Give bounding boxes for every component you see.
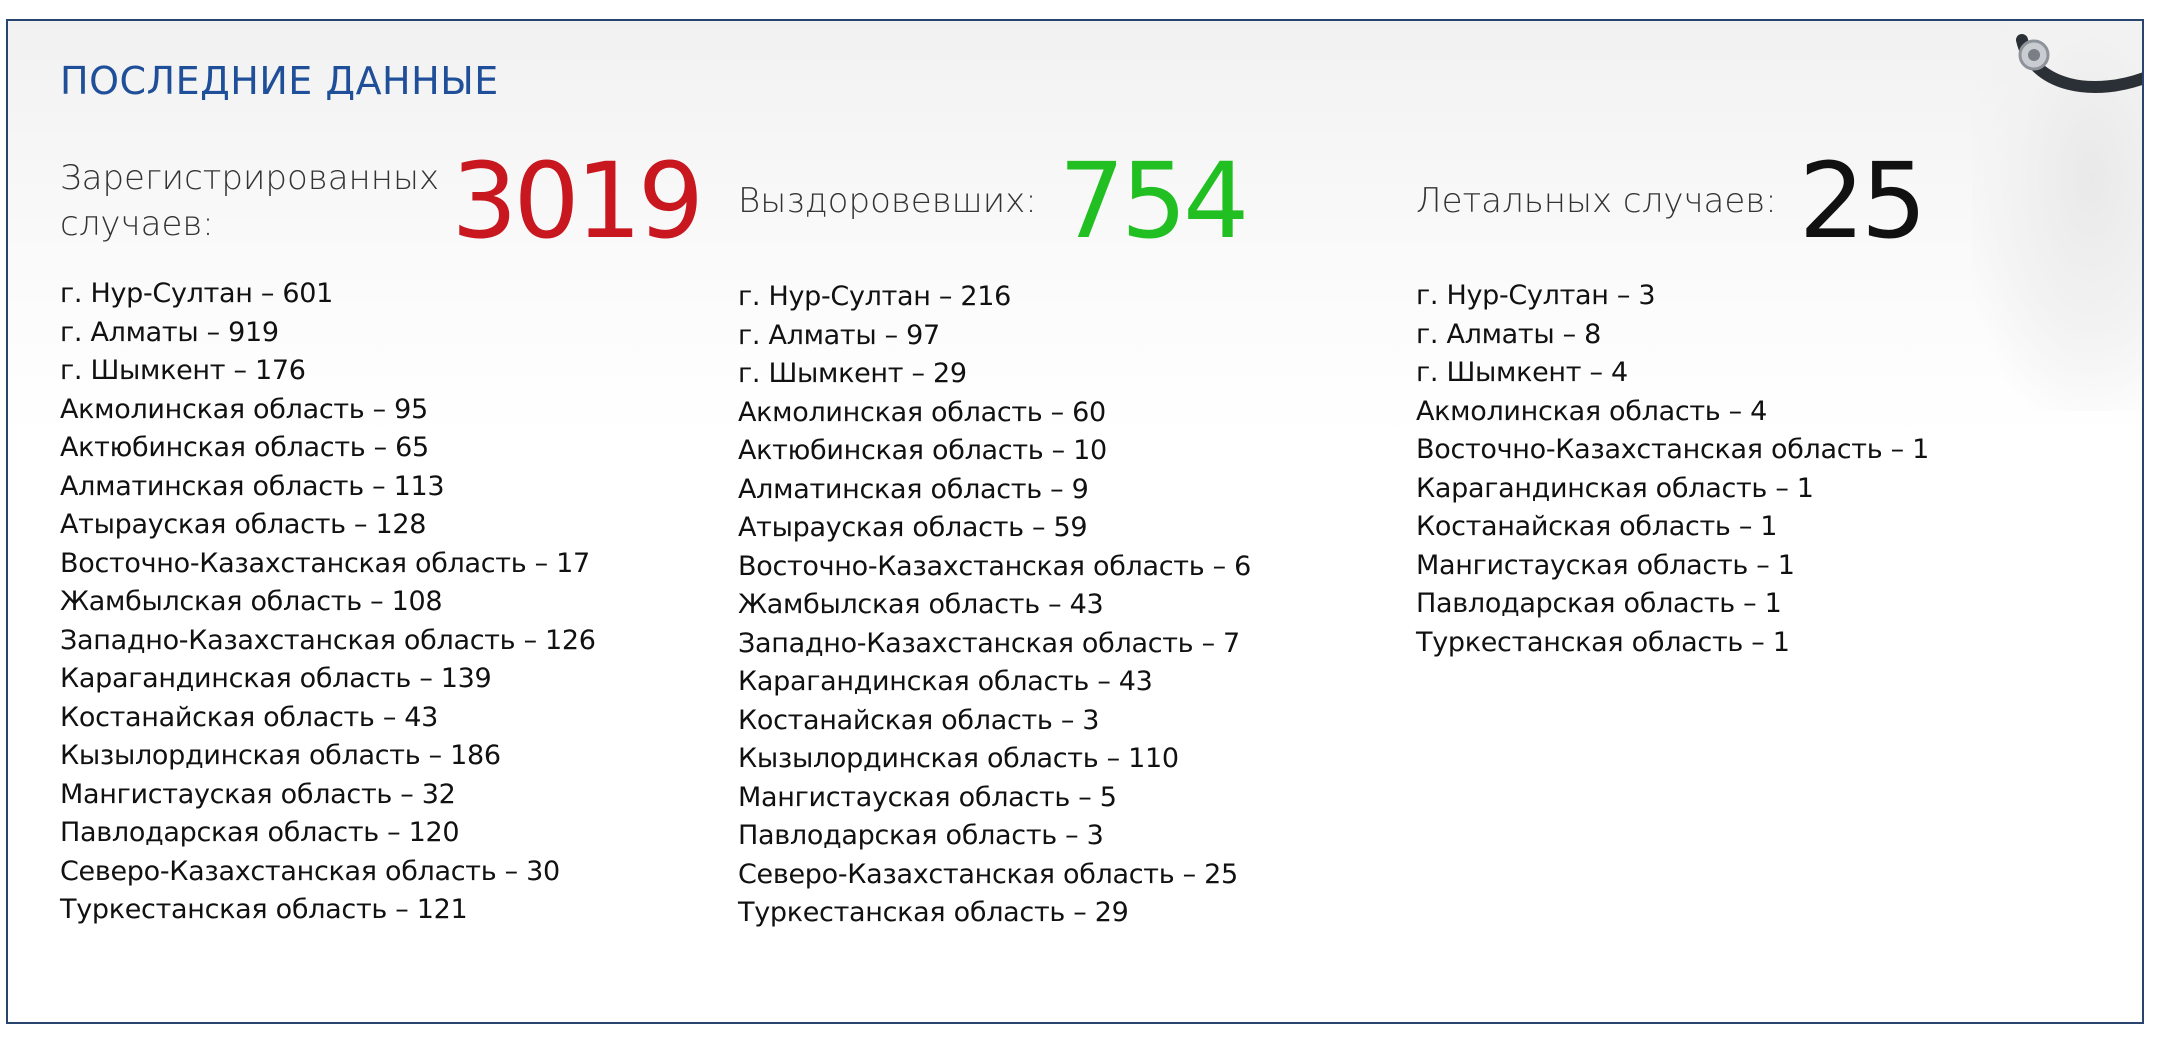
stethoscope-icon <box>2016 34 2142 93</box>
list-item: Акмолинская область – 60 <box>738 396 1106 428</box>
registered-header: Зарегистрированных случаев: 3019 <box>60 140 704 262</box>
registered-total: 3019 <box>451 140 704 262</box>
list-item: Кызылординская область – 110 <box>738 743 1179 774</box>
list-item: Акмолинская область – 95 <box>60 393 428 425</box>
list-item: Алматинская область – 113 <box>60 470 445 502</box>
list-item: г. Шымкент – 176 <box>60 355 306 386</box>
list-item: Актюбинская область – 10 <box>738 435 1107 466</box>
list-item: Мангистауская область – 32 <box>60 778 456 810</box>
recovered-column: Выздоровевших: 754 г. Нур-Султан – 216 г.… <box>738 146 1378 933</box>
registered-column: Зарегистрированных случаев: 3019 г. Нур-… <box>60 140 704 930</box>
list-item: Павлодарская область – 120 <box>60 817 460 848</box>
list-item: Карагандинская область – 43 <box>738 666 1153 697</box>
registered-list: г. Нур-Султан – 601 г. Алматы – 919 г. Шым… <box>60 275 700 930</box>
list-item: Туркестанская область – 29 <box>738 897 1129 928</box>
list-item: Атырауская область – 128 <box>60 509 427 540</box>
list-item: г. Алматы – 919 <box>60 316 279 348</box>
list-item: Туркестанская область – 1 <box>1416 626 1790 658</box>
list-item: Акмолинская область – 4 <box>1416 395 1768 427</box>
list-item: Кызылординская область – 186 <box>60 740 501 771</box>
list-item: Северо-Казахстанская область – 30 <box>60 855 560 887</box>
list-item: г. Шымкент – 29 <box>738 358 967 389</box>
list-item: Атырауская область – 59 <box>738 512 1088 543</box>
list-item: Мангистауская область – 1 <box>1416 549 1795 581</box>
list-item: Туркестанская область – 121 <box>60 894 468 925</box>
deaths-list: г. Нур-Султан – 3 г. Алматы – 8 г. Шымкент… <box>1416 277 2096 662</box>
list-item: Восточно-Казахстанская область – 17 <box>60 547 590 579</box>
list-item: Западно-Казахстанская область – 7 <box>738 627 1240 659</box>
list-item: Костанайская область – 1 <box>1416 511 1778 542</box>
deaths-total: 25 <box>1798 140 1927 262</box>
page-title: ПОСЛЕДНИЕ ДАННЫЕ <box>60 59 499 103</box>
list-item: Костанайская область – 43 <box>60 701 439 733</box>
list-item: Актюбинская область – 65 <box>60 432 429 463</box>
list-item: г. Нур-Султан – 3 <box>1416 280 1656 311</box>
recovered-label: Выздоровевших: <box>738 181 1037 221</box>
list-item: г. Шымкент – 4 <box>1416 357 1628 388</box>
stats-panel: ПОСЛЕДНИЕ ДАННЫЕ Зарегистрированных случ… <box>6 19 2144 1024</box>
list-item: г. Алматы – 8 <box>1416 318 1601 350</box>
recovered-total: 754 <box>1058 140 1250 262</box>
list-item: Восточно-Казахстанская область – 1 <box>1416 434 1929 465</box>
list-item: Карагандинская область – 1 <box>1416 472 1814 504</box>
list-item: Жамбылская область – 43 <box>738 589 1104 620</box>
list-item: Костанайская область – 3 <box>738 704 1100 736</box>
deaths-header: Летальных случаев: 25 <box>1416 146 2096 256</box>
list-item: Карагандинская область – 139 <box>60 663 492 694</box>
list-item: Алматинская область – 9 <box>738 473 1089 505</box>
list-item: Павлодарская область – 1 <box>1416 588 1782 619</box>
list-item: г. Алматы – 97 <box>738 319 940 351</box>
list-item: Павлодарская область – 3 <box>738 820 1104 851</box>
list-item: Западно-Казахстанская область – 126 <box>60 624 596 656</box>
list-item: Жамбылская область – 108 <box>60 586 443 617</box>
list-item: г. Нур-Султан – 216 <box>738 281 1012 312</box>
registered-label: Зарегистрированных случаев: <box>60 158 440 244</box>
recovered-header: Выздоровевших: 754 <box>738 146 1378 256</box>
list-item: Восточно-Казахстанская область – 6 <box>738 550 1251 582</box>
deaths-label: Летальных случаев: <box>1416 181 1777 221</box>
list-item: г. Нур-Султан – 601 <box>60 278 334 309</box>
list-item: Северо-Казахстанская область – 25 <box>738 858 1238 890</box>
recovered-list: г. Нур-Султан – 216 г. Алматы – 97 г. Шымк… <box>738 278 1378 933</box>
list-item: Мангистауская область – 5 <box>738 781 1117 813</box>
